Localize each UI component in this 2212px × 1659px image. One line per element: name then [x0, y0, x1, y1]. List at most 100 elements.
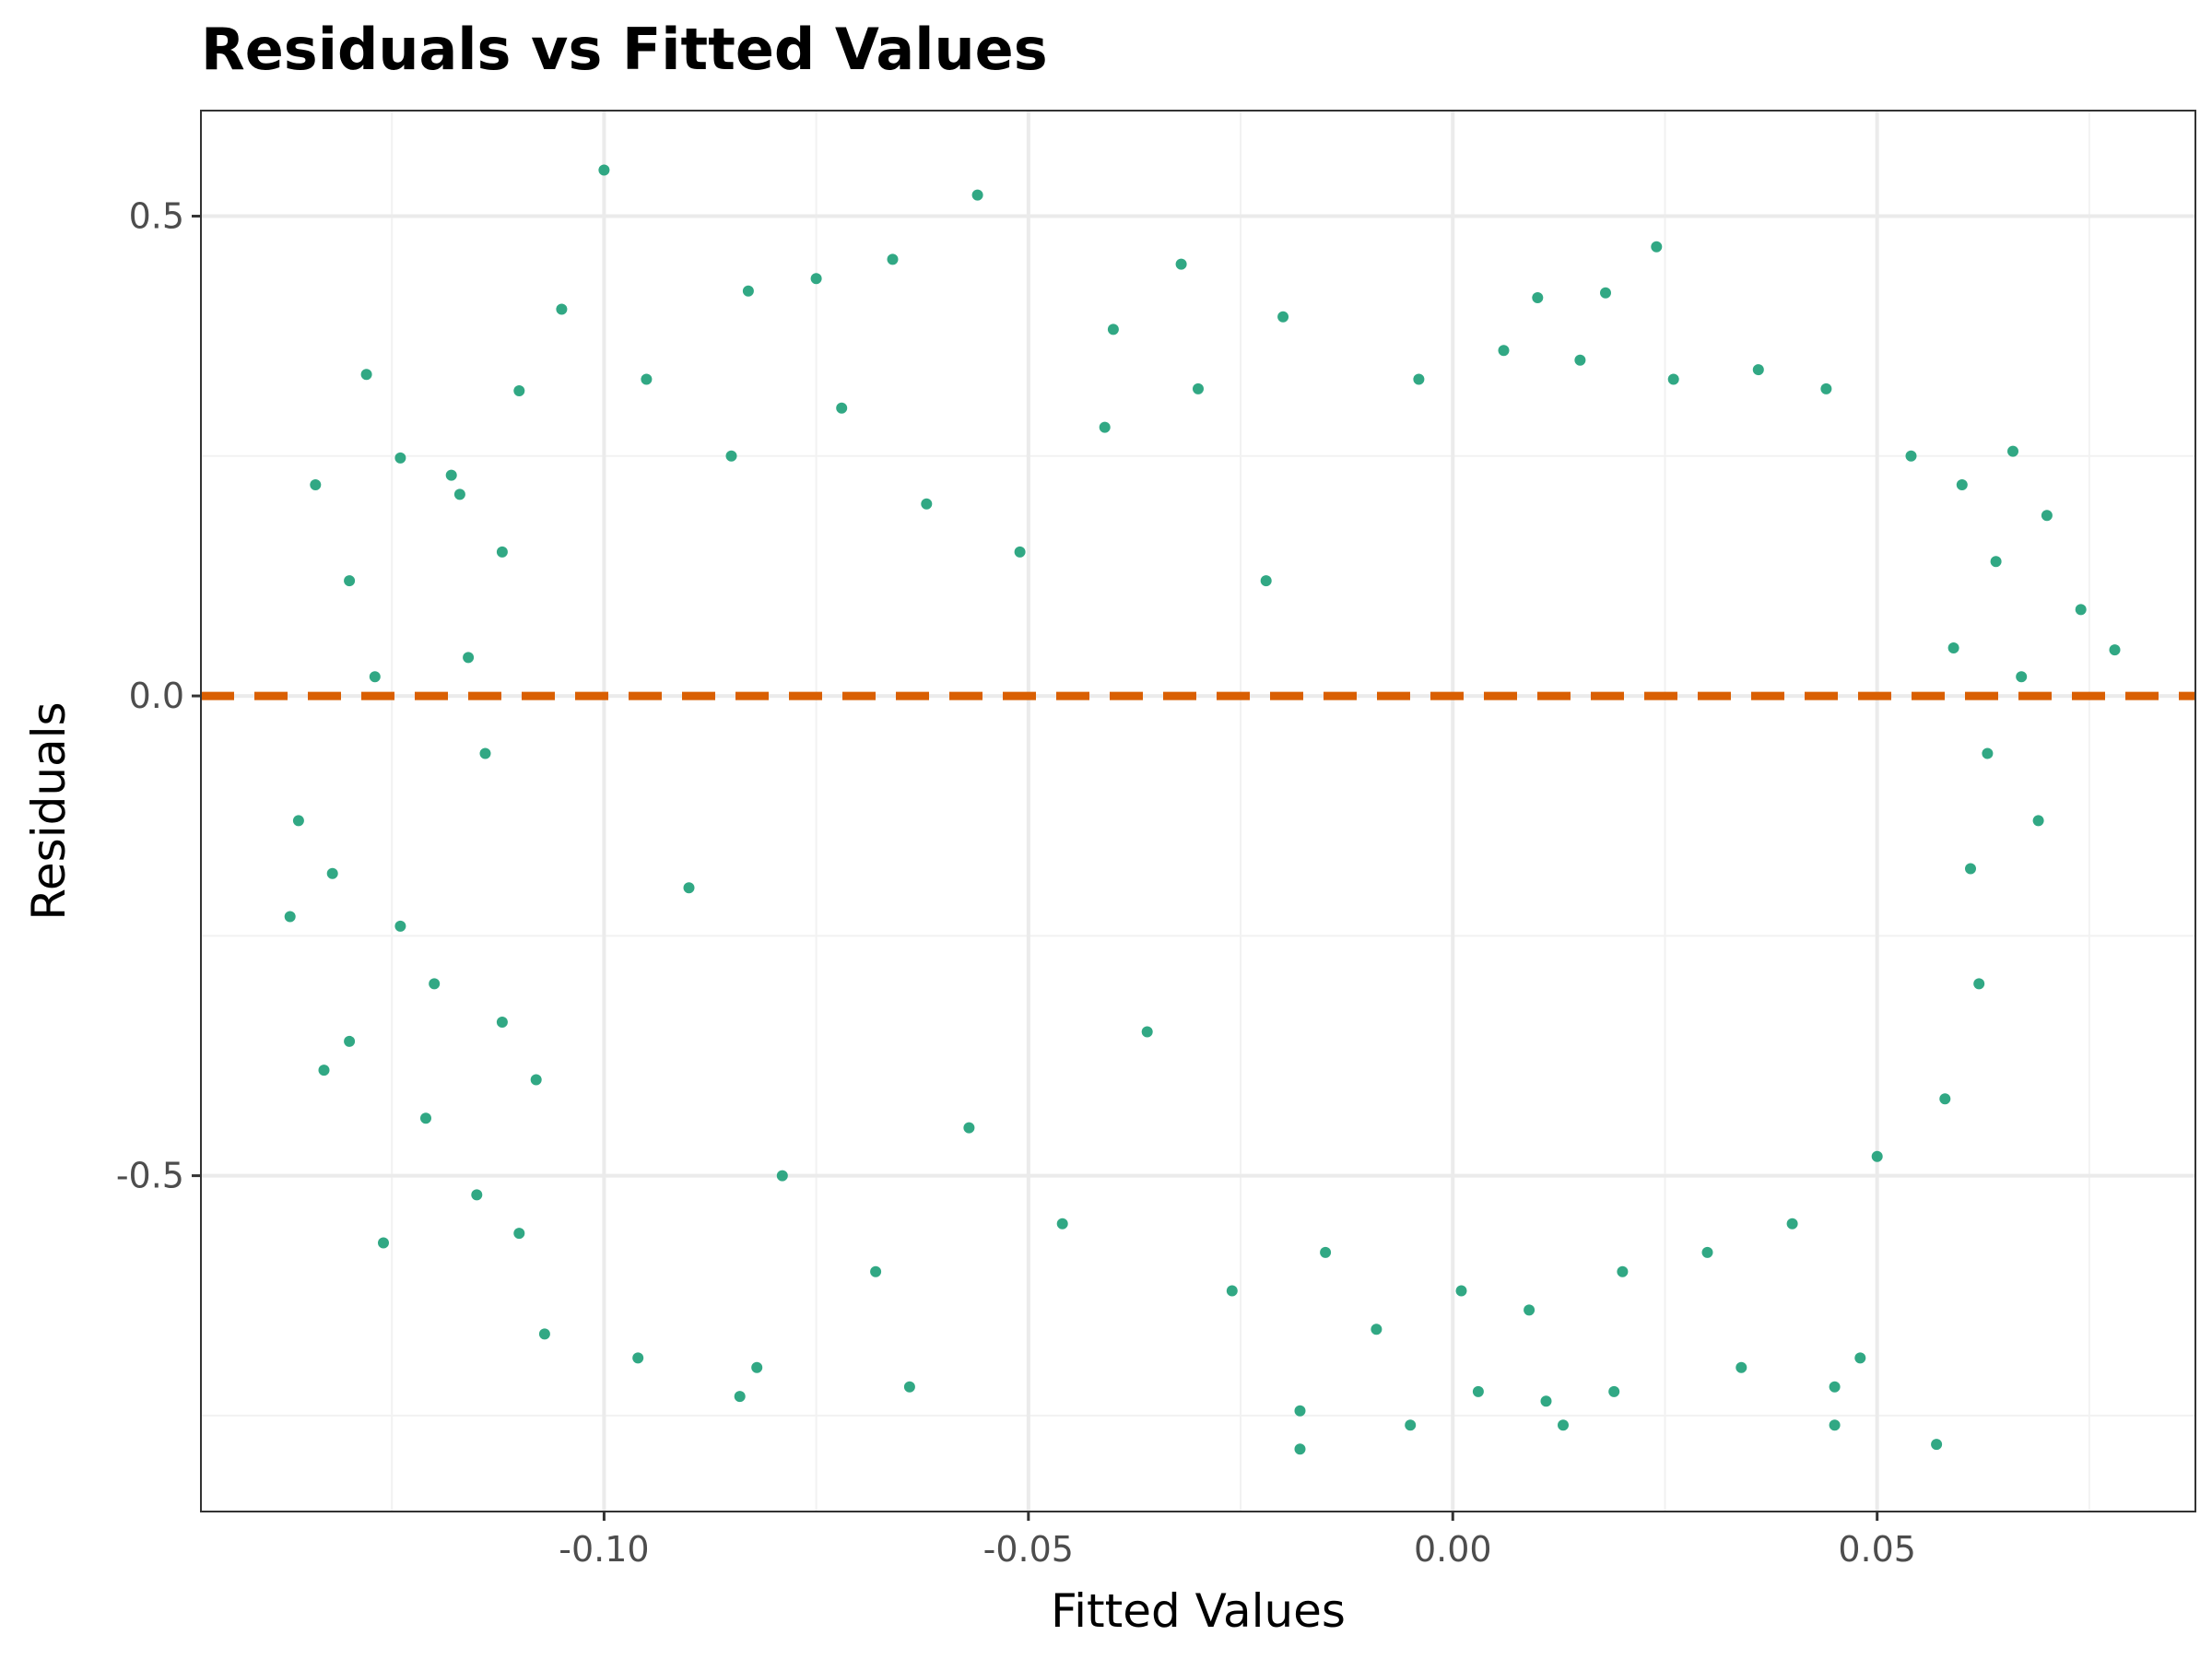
data-point	[751, 1361, 763, 1373]
data-point	[538, 1328, 550, 1340]
data-point	[1600, 287, 1611, 299]
data-point	[1014, 546, 1026, 558]
data-point	[1947, 642, 1959, 653]
data-point	[776, 1170, 788, 1182]
data-point	[810, 273, 822, 285]
data-point	[1320, 1246, 1332, 1258]
data-point	[1455, 1285, 1467, 1297]
data-point	[2016, 671, 2028, 683]
chart-title: Residuals vs Fitted Values	[201, 16, 1048, 83]
panel-border	[200, 110, 2196, 1512]
data-point	[1617, 1265, 1629, 1277]
y-axis-title: Residuals	[22, 701, 76, 920]
data-point	[445, 469, 457, 481]
data-point	[2075, 604, 2087, 616]
data-point	[378, 1237, 389, 1249]
y-tick-label: 0.5	[129, 196, 184, 237]
data-point	[556, 303, 568, 315]
data-point	[1990, 556, 2002, 568]
x-tick-label: 0.05	[1838, 1529, 1916, 1570]
y-tick-label: -0.5	[116, 1156, 184, 1196]
data-point	[963, 1122, 975, 1134]
data-point	[1982, 747, 1994, 759]
data-point	[530, 1074, 542, 1086]
plot-panel	[200, 110, 2196, 1512]
data-point	[1107, 324, 1119, 335]
data-point	[394, 452, 406, 464]
data-point	[1141, 1026, 1153, 1038]
data-point	[903, 1381, 915, 1393]
data-point	[1931, 1439, 1943, 1451]
data-point	[1193, 382, 1204, 394]
data-point	[479, 747, 491, 759]
data-point	[310, 479, 322, 490]
data-point	[2007, 445, 2018, 457]
data-point	[1498, 345, 1510, 357]
data-point	[1871, 1150, 1883, 1162]
data-point	[292, 815, 304, 827]
data-point	[1405, 1419, 1417, 1431]
data-point	[734, 1391, 746, 1403]
data-point	[725, 450, 737, 462]
data-point	[1651, 241, 1663, 253]
data-point	[1965, 863, 1976, 875]
x-axis: -0.10 -0.05 0.00 0.05	[559, 1512, 1916, 1570]
data-point	[1371, 1324, 1382, 1335]
data-point	[632, 1352, 644, 1364]
data-point	[1260, 575, 1272, 587]
data-point	[1540, 1395, 1552, 1407]
data-point	[1701, 1246, 1713, 1258]
data-point	[1829, 1419, 1841, 1431]
data-point	[1786, 1218, 1798, 1230]
data-point	[742, 285, 754, 297]
data-point	[1905, 450, 1917, 462]
data-point	[1226, 1285, 1238, 1297]
data-point	[1939, 1093, 1951, 1105]
data-point	[887, 253, 899, 265]
data-point	[1532, 292, 1544, 303]
data-point	[1472, 1385, 1484, 1397]
data-point	[394, 920, 406, 932]
data-point	[1608, 1385, 1620, 1397]
data-point	[284, 911, 296, 923]
data-point	[1558, 1419, 1569, 1431]
data-point	[1667, 373, 1679, 385]
x-tick-label: -0.10	[559, 1529, 649, 1570]
data-point	[1294, 1405, 1306, 1417]
data-point	[641, 373, 653, 385]
data-point	[1854, 1352, 1866, 1364]
data-point	[471, 1189, 483, 1201]
data-point	[326, 867, 338, 879]
data-point	[1056, 1218, 1068, 1230]
data-point	[1956, 479, 1968, 490]
y-tick-label: 0.0	[129, 676, 184, 716]
data-point	[344, 575, 356, 587]
data-point	[1524, 1304, 1535, 1316]
data-point	[1175, 258, 1187, 270]
data-point	[369, 671, 381, 683]
data-point	[453, 488, 465, 500]
data-point	[344, 1035, 356, 1047]
data-point	[513, 1228, 525, 1240]
data-point	[1735, 1361, 1747, 1373]
x-tick-label: -0.05	[983, 1529, 1074, 1570]
data-point	[2041, 510, 2053, 522]
data-point	[921, 498, 933, 510]
data-point	[2109, 644, 2121, 656]
data-point	[683, 882, 695, 894]
data-point	[1973, 978, 1985, 990]
data-point	[318, 1065, 330, 1077]
data-point	[1820, 382, 1832, 394]
x-axis-title: Fitted Values	[1051, 1584, 1346, 1638]
data-point	[513, 385, 525, 396]
data-point	[1752, 364, 1764, 376]
x-tick-label: 0.00	[1414, 1529, 1492, 1570]
data-point	[1829, 1381, 1841, 1393]
data-point	[1099, 421, 1111, 433]
data-point	[971, 189, 983, 201]
data-point	[420, 1112, 431, 1124]
data-point	[496, 546, 508, 558]
data-point	[870, 1265, 882, 1277]
panel-background	[201, 111, 2195, 1512]
